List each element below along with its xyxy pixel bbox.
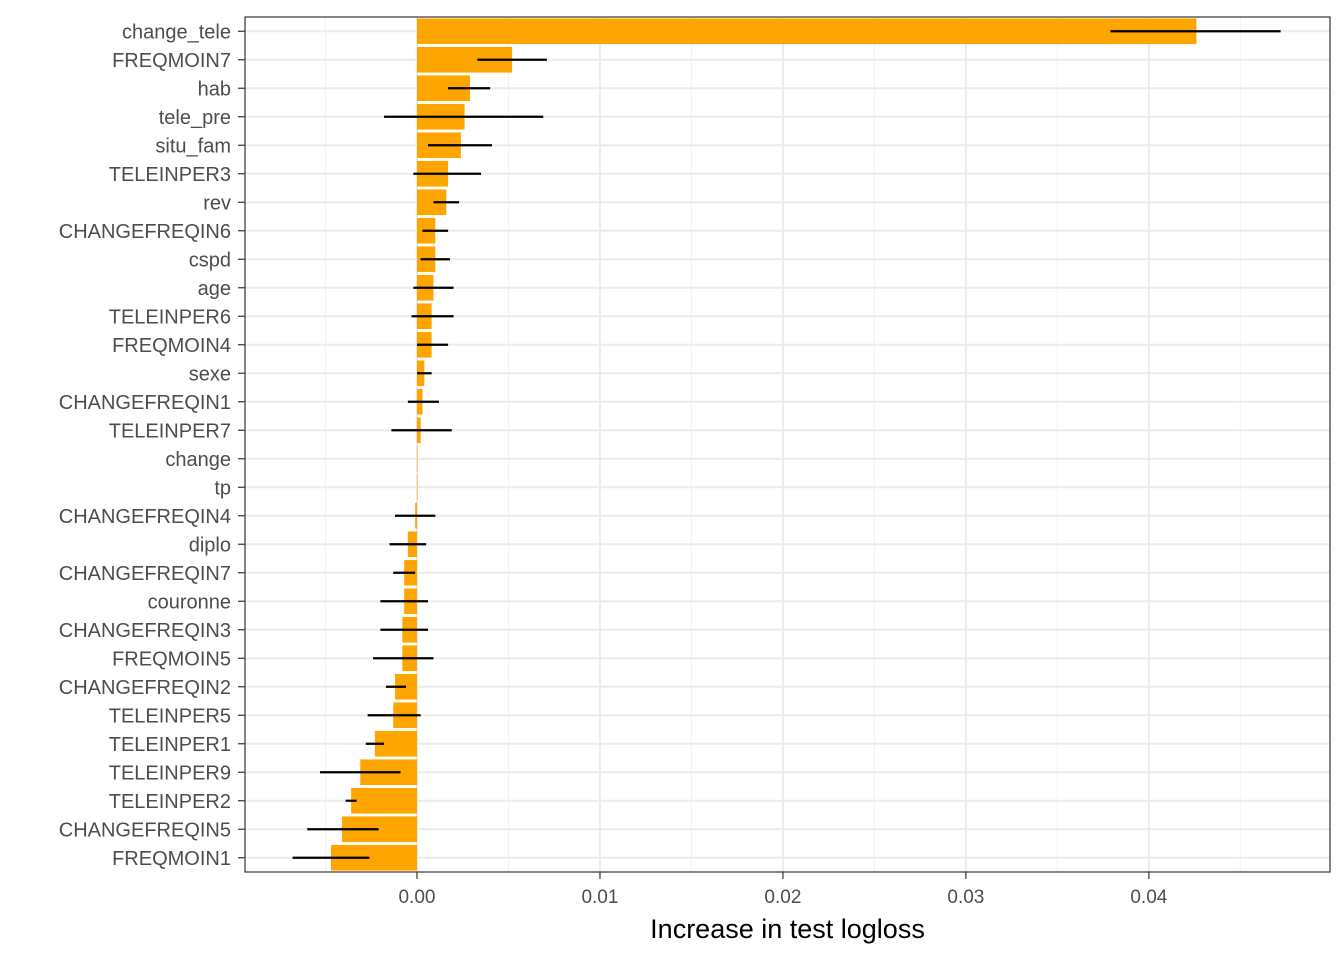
y-tick-label: sexe bbox=[189, 363, 231, 385]
y-tick-label: TELEINPER5 bbox=[109, 705, 231, 727]
y-tick-label: TELEINPER6 bbox=[109, 306, 231, 328]
bar bbox=[351, 787, 417, 814]
y-tick-label: CHANGEFREQIN6 bbox=[59, 221, 231, 243]
y-tick-label: FREQMOIN4 bbox=[112, 335, 231, 357]
y-axis: change_tele FREQMOIN7 hab tele_pre situ_fam T… bbox=[59, 21, 245, 870]
x-axis-title: Increase in test logloss bbox=[650, 914, 925, 944]
y-tick-label: CHANGEFREQIN1 bbox=[59, 392, 231, 414]
y-tick-label: CHANGEFREQIN5 bbox=[59, 819, 231, 841]
y-tick-label: TELEINPER9 bbox=[109, 762, 231, 784]
y-tick-label: situ_fam bbox=[155, 135, 231, 157]
y-tick-label: diplo bbox=[189, 534, 231, 556]
x-tick-label: 0.02 bbox=[764, 887, 801, 908]
y-tick-label: cspd bbox=[189, 249, 231, 271]
y-tick-label: couronne bbox=[148, 591, 231, 613]
y-tick-label: FREQMOIN5 bbox=[112, 648, 231, 670]
y-tick-label: FREQMOIN7 bbox=[112, 50, 231, 72]
y-tick-label: tele_pre bbox=[159, 107, 231, 129]
y-tick-label: CHANGEFREQIN7 bbox=[59, 563, 231, 585]
bar bbox=[416, 474, 418, 501]
y-tick-label: TELEINPER1 bbox=[109, 734, 231, 756]
y-tick-label: TELEINPER3 bbox=[109, 164, 231, 186]
x-axis: 0.00 0.01 0.02 0.03 0.04 bbox=[398, 872, 1168, 908]
y-tick-label: rev bbox=[203, 192, 231, 214]
x-tick-label: 0.00 bbox=[398, 887, 435, 908]
y-tick-label: CHANGEFREQIN4 bbox=[59, 506, 231, 528]
bar bbox=[416, 18, 1197, 45]
y-tick-label: TELEINPER2 bbox=[109, 791, 231, 813]
bar bbox=[416, 445, 418, 472]
y-tick-label: age bbox=[198, 278, 231, 300]
x-tick-label: 0.01 bbox=[581, 887, 618, 908]
grid-lines bbox=[245, 17, 1330, 872]
error-bars bbox=[292, 30, 1281, 859]
y-tick-label: change bbox=[165, 449, 231, 471]
bars bbox=[330, 18, 1197, 871]
y-tick-label: FREQMOIN1 bbox=[112, 848, 231, 870]
x-tick-label: 0.03 bbox=[947, 887, 984, 908]
y-tick-label: tp bbox=[214, 477, 231, 499]
y-tick-label: hab bbox=[198, 78, 231, 100]
panel-border bbox=[244, 16, 1331, 873]
y-tick-label: CHANGEFREQIN3 bbox=[59, 620, 231, 642]
y-tick-label: change_tele bbox=[122, 21, 231, 43]
y-tick-label: CHANGEFREQIN2 bbox=[59, 677, 231, 699]
y-tick-label: TELEINPER7 bbox=[109, 420, 231, 442]
x-tick-label: 0.04 bbox=[1130, 887, 1167, 908]
